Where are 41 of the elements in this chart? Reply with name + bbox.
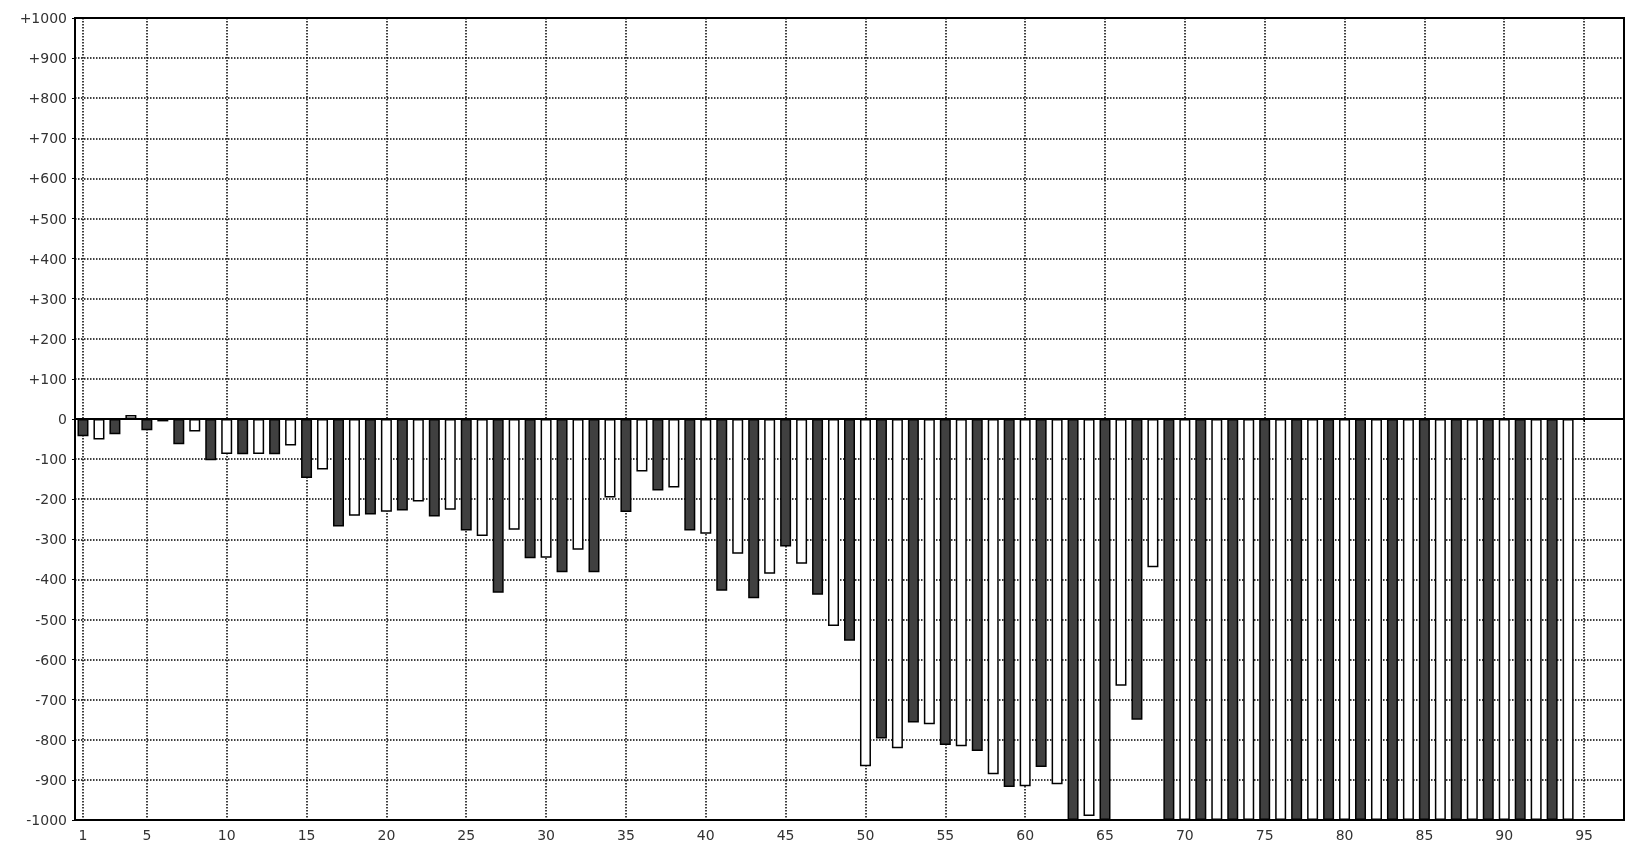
y-tick-label: +100: [28, 370, 67, 387]
x-tick-label: 80: [1335, 827, 1354, 843]
x-tick-label: 25: [457, 827, 476, 843]
y-tick-label: -100: [35, 451, 67, 468]
y-tick-label: -200: [35, 491, 67, 508]
x-tick-label: 15: [297, 827, 316, 843]
x-tick-label: 45: [776, 827, 795, 843]
y-tick-label: -900: [35, 771, 67, 788]
x-tick-label: 95: [1575, 827, 1593, 843]
y-tick-label: +400: [28, 250, 67, 267]
y-tick-label: 0: [58, 411, 67, 427]
y-tick-label: -400: [35, 571, 67, 588]
y-tick-label: -600: [35, 651, 67, 668]
y-tick-label: -1000: [26, 812, 67, 828]
y-tick-label: +600: [28, 170, 67, 187]
y-tick-label: +1000: [19, 10, 67, 26]
y-tick-label: +700: [28, 130, 67, 147]
x-tick-label: 90: [1495, 827, 1514, 843]
x-tick-label: 85: [1415, 827, 1434, 843]
x-tick-label: 75: [1255, 827, 1274, 843]
y-tick-label: +500: [28, 210, 67, 227]
x-tick-label: 5: [142, 827, 152, 843]
x-tick-label: 70: [1175, 827, 1194, 843]
y-tick-label: -800: [35, 731, 67, 748]
y-tick-label: +900: [28, 50, 67, 67]
x-tick-label: 35: [617, 827, 635, 843]
x-tick-label: 65: [1096, 827, 1114, 843]
x-tick-label: 55: [936, 827, 955, 843]
x-tick-label: 40: [696, 827, 715, 843]
y-tick-label: -500: [35, 611, 67, 628]
x-tick-label: 60: [1016, 827, 1035, 843]
y-tick-label: +200: [28, 330, 67, 347]
x-tick-label: 1: [78, 827, 88, 843]
x-tick-label: 20: [377, 827, 396, 843]
x-tick-label: 50: [856, 827, 875, 843]
y-tick-label: +300: [28, 290, 67, 307]
x-tick-label: 10: [217, 827, 236, 843]
y-tick-label: +800: [28, 90, 67, 107]
y-tick-label: -300: [35, 531, 67, 548]
x-tick-label: 30: [537, 827, 555, 843]
y-tick-label: -700: [35, 691, 67, 708]
